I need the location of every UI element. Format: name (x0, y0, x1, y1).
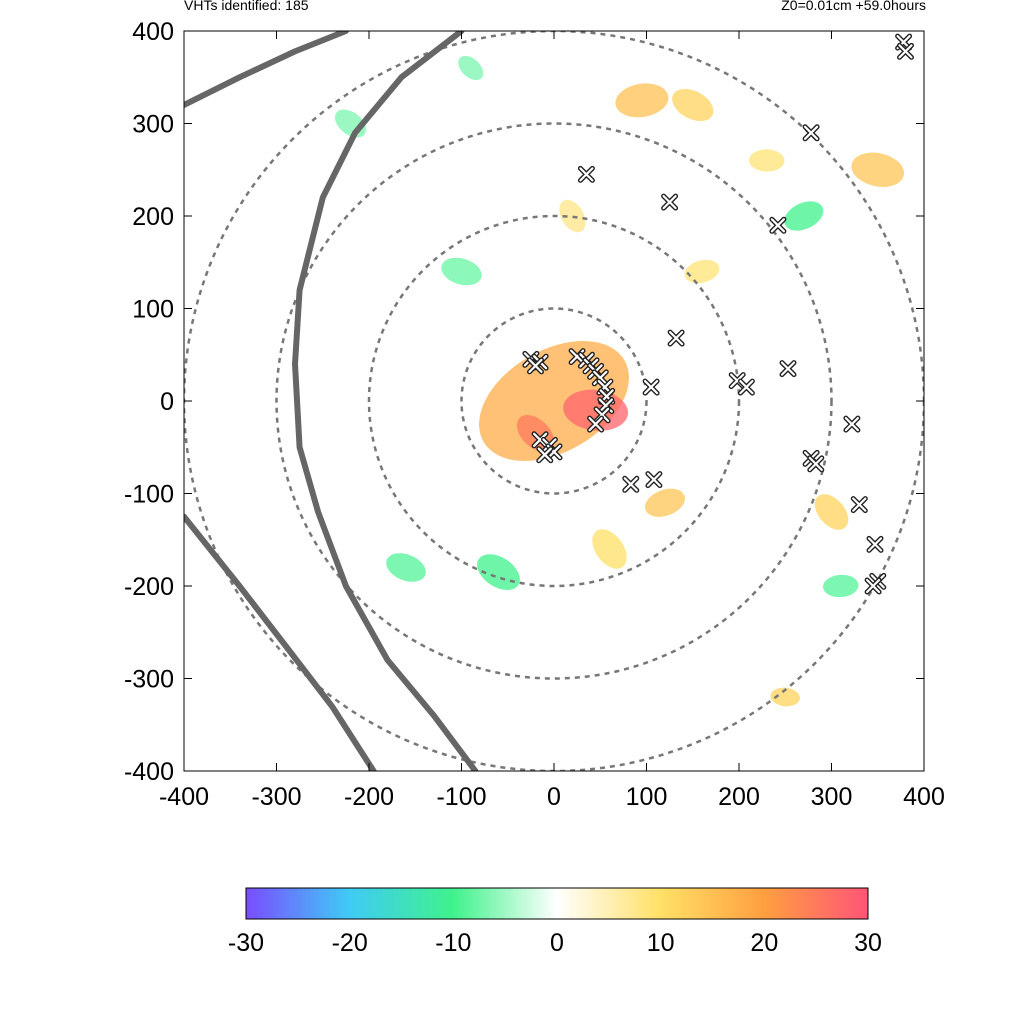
field-feature (645, 488, 685, 517)
vht-marker (536, 446, 554, 464)
vht-marker (577, 165, 595, 183)
vht-marker-fill (780, 361, 796, 376)
x-tick-label: 0 (547, 783, 561, 811)
field-feature (770, 687, 801, 707)
field-feature (748, 149, 785, 172)
vht-marker-fill (867, 537, 883, 552)
vht-marker-fill (898, 44, 913, 59)
x-tick-label: 200 (718, 783, 760, 811)
vht-marker-fill (623, 477, 638, 492)
vht-marker-fill (852, 497, 867, 512)
vht-marker (807, 455, 825, 473)
vht-marker (661, 193, 679, 211)
x-tick-label: -300 (251, 783, 301, 811)
field-feature (441, 257, 482, 286)
x-tick-label: 300 (811, 783, 853, 811)
vht-marker (864, 577, 882, 595)
vht-marker-fill (537, 447, 552, 462)
vht-marker (897, 42, 914, 60)
vht-marker-fill (668, 331, 684, 346)
vht-marker (622, 475, 640, 493)
vht-marker-fill (803, 125, 819, 140)
vht-marker (769, 216, 787, 234)
x-tick-label: 100 (626, 783, 668, 811)
field-feature (477, 554, 520, 591)
track-line (184, 513, 377, 771)
field-feature (684, 259, 720, 284)
vht-marker-fill (662, 195, 677, 210)
vht-marker-fill (770, 218, 786, 233)
y-tick-label: 300 (132, 111, 174, 139)
field-feature (672, 88, 714, 122)
colorbar-tick-label: 0 (550, 929, 564, 957)
y-tick-label: 0 (160, 388, 174, 416)
y-tick-label: -100 (124, 481, 174, 509)
vht-marker (737, 378, 755, 396)
y-tick-label: 400 (132, 18, 174, 46)
colorbar: -30 -20 -10 0 10 20 30 (228, 887, 882, 957)
field-feature (615, 83, 669, 118)
x-tick-label: -200 (344, 783, 394, 811)
vht-marker-fill (646, 472, 662, 487)
field-feature (386, 553, 426, 582)
vht-marker (802, 124, 820, 142)
vht-marker (843, 415, 861, 433)
field-feature (823, 574, 859, 598)
run-info-label: Z0=0.01cm +59.0hours (781, 0, 926, 13)
vht-marker (531, 431, 549, 449)
vht-marker (642, 378, 660, 396)
y-tick-label: 200 (132, 203, 174, 231)
field-feature (814, 494, 849, 530)
plot-area (184, 31, 924, 771)
vht-marker-fill (579, 167, 594, 182)
vht-marker (587, 415, 605, 433)
axis-ticks: -400 -300 -200 -100 0 100 200 300 400 400 300 200 10… (124, 18, 945, 811)
vht-marker (779, 360, 797, 378)
colorbar-tick-label: -10 (435, 929, 471, 957)
colorbar-tick-label: 10 (647, 929, 675, 957)
vht-marker (527, 357, 544, 375)
vht-marker-fill (865, 578, 881, 594)
range-ring (275, 122, 833, 680)
x-tick-label: 400 (903, 783, 945, 811)
vht-marker (850, 496, 868, 514)
field-feature (458, 55, 484, 81)
colorbar-tick-label: 20 (750, 929, 778, 957)
y-tick-label: -200 (124, 573, 174, 601)
range-ring (367, 214, 741, 588)
vht-marker (866, 535, 884, 553)
vht-marker-fill (643, 380, 659, 395)
field-feature (784, 201, 824, 231)
y-tick-label: 100 (132, 296, 174, 324)
field-feature (559, 199, 586, 233)
vht-marker-fill (532, 432, 548, 447)
vht-marker (667, 329, 685, 347)
range-ring (460, 307, 648, 495)
vht-marker (591, 369, 609, 387)
vht-marker-fill (588, 417, 603, 432)
vht-marker-fill (593, 370, 608, 385)
vht-count-label: VHTs identified: 185 (184, 0, 309, 13)
colorbar-tick-label: -20 (332, 929, 368, 957)
x-tick-label: -400 (159, 783, 209, 811)
x-tick-label: -100 (436, 783, 486, 811)
vht-marker-fill (844, 417, 860, 432)
vht-marker (645, 471, 663, 489)
vht-marker-fill (739, 380, 754, 395)
track-line (292, 31, 479, 771)
y-tick-label: -300 (124, 666, 174, 694)
colorbar-tick-label: 30 (854, 929, 882, 957)
y-tick-label: -400 (124, 758, 174, 786)
field-feature (851, 152, 905, 187)
colorbar-gradient (245, 887, 869, 920)
field-feature (592, 529, 627, 569)
vht-marker-fill (528, 358, 543, 373)
vht-marker-fill (808, 456, 823, 471)
colorbar-tick-label: -30 (228, 929, 264, 957)
track-line (184, 31, 349, 108)
